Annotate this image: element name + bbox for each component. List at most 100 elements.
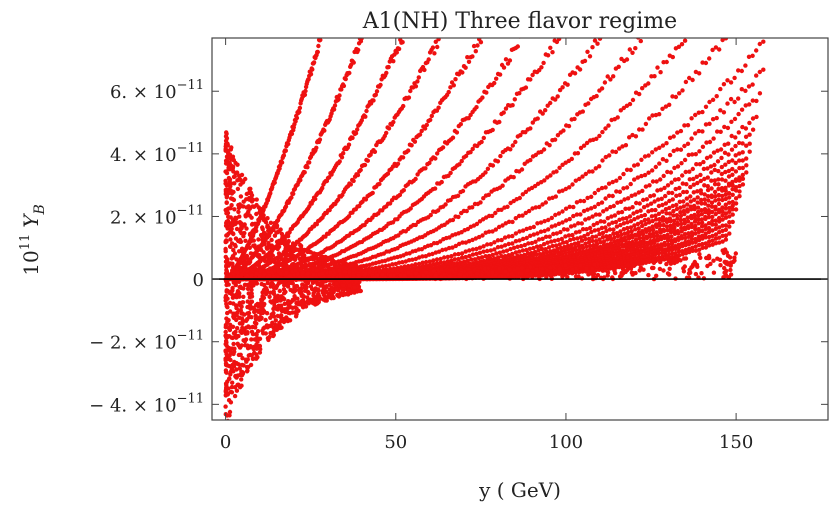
data-point bbox=[585, 49, 590, 54]
data-point bbox=[628, 219, 634, 224]
data-point bbox=[690, 77, 695, 83]
data-point bbox=[391, 119, 396, 125]
data-point bbox=[499, 244, 504, 249]
data-point bbox=[413, 262, 418, 267]
data-point bbox=[355, 172, 361, 178]
data-point bbox=[703, 216, 708, 222]
data-point bbox=[272, 233, 278, 238]
data-point bbox=[714, 115, 719, 121]
data-point bbox=[695, 195, 700, 200]
data-point bbox=[658, 230, 663, 235]
data-point bbox=[624, 216, 629, 221]
data-point bbox=[466, 59, 472, 64]
data-point bbox=[717, 240, 722, 245]
data-point bbox=[528, 157, 533, 163]
data-point bbox=[568, 224, 574, 229]
data-point bbox=[563, 234, 568, 239]
data-point bbox=[584, 140, 590, 146]
data-point bbox=[305, 165, 310, 170]
data-point bbox=[582, 58, 588, 64]
data-point bbox=[614, 189, 619, 194]
data-point bbox=[719, 164, 724, 170]
data-point bbox=[445, 254, 450, 260]
data-point bbox=[706, 215, 712, 220]
data-point bbox=[679, 225, 684, 231]
data-point bbox=[438, 260, 443, 265]
data-point bbox=[470, 54, 475, 59]
data-point bbox=[604, 228, 609, 234]
data-point bbox=[720, 239, 725, 244]
data-point bbox=[704, 140, 709, 145]
data-point bbox=[547, 143, 552, 148]
data-point bbox=[664, 224, 670, 229]
data-point bbox=[727, 214, 732, 219]
data-point bbox=[517, 91, 522, 96]
data-point bbox=[373, 92, 378, 98]
data-point bbox=[307, 160, 312, 165]
data-point bbox=[693, 227, 698, 232]
data-point bbox=[535, 231, 540, 236]
data-point bbox=[669, 241, 675, 246]
data-point bbox=[557, 242, 562, 247]
data-point bbox=[739, 107, 745, 112]
data-point bbox=[683, 169, 688, 175]
data-point bbox=[550, 243, 555, 249]
data-point bbox=[541, 242, 547, 247]
data-point bbox=[510, 103, 515, 108]
data-point bbox=[733, 207, 739, 212]
data-point bbox=[718, 108, 723, 113]
data-point bbox=[593, 268, 598, 273]
data-point bbox=[660, 218, 666, 223]
data-point bbox=[615, 233, 621, 239]
data-point bbox=[640, 127, 645, 132]
data-point bbox=[292, 294, 297, 299]
data-point bbox=[703, 235, 708, 240]
data-point bbox=[720, 188, 725, 193]
data-point bbox=[401, 188, 406, 193]
data-point bbox=[700, 236, 705, 241]
data-point bbox=[574, 247, 579, 253]
data-point bbox=[463, 153, 469, 159]
data-point bbox=[270, 253, 275, 258]
data-point bbox=[737, 183, 742, 189]
data-point bbox=[289, 131, 295, 136]
data-point bbox=[435, 151, 440, 156]
data-point bbox=[434, 257, 440, 262]
data-point bbox=[545, 53, 551, 58]
data-point bbox=[541, 60, 546, 66]
data-point bbox=[631, 211, 636, 216]
data-point bbox=[479, 139, 484, 145]
data-point bbox=[477, 245, 483, 250]
data-point bbox=[400, 155, 406, 160]
data-point bbox=[618, 199, 624, 204]
data-point bbox=[336, 97, 341, 102]
data-point bbox=[417, 132, 423, 137]
data-point bbox=[675, 164, 681, 169]
data-point bbox=[740, 150, 745, 155]
data-point bbox=[427, 259, 432, 264]
data-point bbox=[363, 114, 368, 119]
data-point bbox=[496, 224, 502, 230]
data-point bbox=[550, 195, 555, 200]
data-point bbox=[733, 169, 739, 174]
data-point bbox=[708, 154, 713, 159]
data-point bbox=[649, 214, 655, 219]
data-point bbox=[713, 198, 718, 203]
data-point bbox=[624, 57, 630, 62]
data-point bbox=[515, 244, 520, 249]
data-point bbox=[448, 170, 453, 176]
data-point bbox=[700, 241, 705, 247]
data-point bbox=[590, 169, 595, 174]
data-point bbox=[676, 237, 681, 242]
data-point bbox=[548, 173, 553, 178]
data-point bbox=[396, 46, 402, 52]
data-point bbox=[670, 54, 675, 60]
data-point bbox=[603, 196, 608, 201]
data-point bbox=[520, 192, 525, 197]
data-point bbox=[627, 214, 633, 219]
data-point bbox=[654, 179, 659, 184]
data-point bbox=[453, 243, 458, 249]
data-point bbox=[593, 212, 599, 217]
data-point bbox=[603, 154, 608, 160]
data-point bbox=[618, 222, 623, 228]
